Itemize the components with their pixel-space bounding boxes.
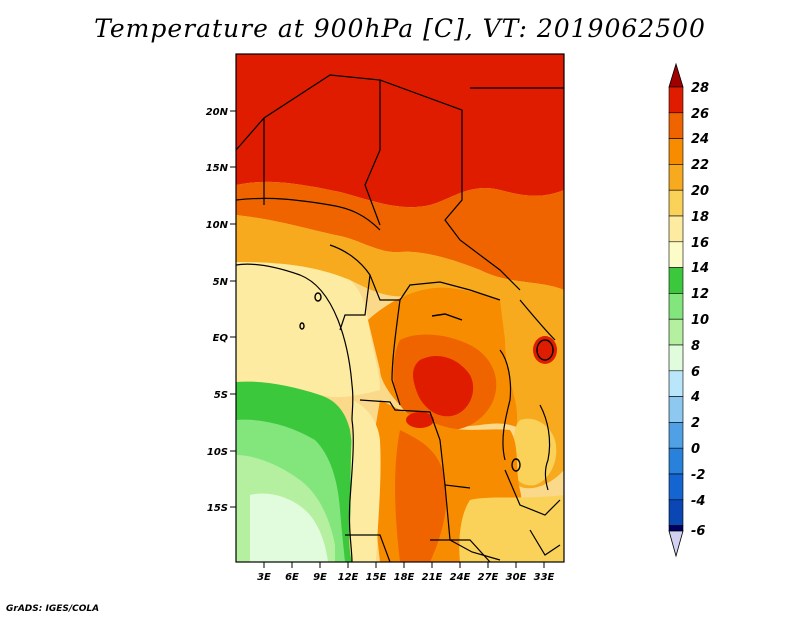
- lake-outlines: [299, 292, 554, 472]
- lat-label-20n: 20N: [206, 107, 229, 118]
- colorbar-segment: [668, 370, 684, 397]
- colorbar-label: 16: [691, 236, 709, 251]
- colorbar-label: 22: [691, 158, 709, 173]
- lat-label-eq: EQ: [213, 333, 229, 344]
- grads-credit: GrADS: IGES/COLA: [6, 604, 100, 614]
- colorbar-label: 24: [691, 132, 709, 147]
- colorbar-label: -6: [691, 524, 705, 539]
- lon-label-12e: 12E: [338, 572, 359, 583]
- colorbar-segment: [668, 344, 684, 372]
- colorbar-label: -4: [691, 494, 705, 509]
- colorbar-label: 8: [691, 339, 700, 354]
- colorbar-label: -2: [691, 468, 705, 483]
- lon-label-15e: 15E: [366, 572, 387, 583]
- colorbar-segment: [668, 112, 684, 139]
- colorbar-segment: [668, 215, 684, 243]
- lat-label-15s: 15S: [207, 503, 228, 514]
- colorbar-segment: [668, 241, 684, 268]
- colorbar-segment: [668, 525, 684, 532]
- colorbar-segment: [668, 499, 684, 526]
- coastlines-borders: [236, 74, 564, 562]
- lat-label-10n: 10N: [206, 220, 229, 231]
- lon-axis: 3E 6E 9E 12E 15E 18E 21E 24E 27E 30E 33E: [257, 562, 555, 583]
- lon-label-27e: 27E: [478, 572, 499, 583]
- colorbar-segment: [668, 473, 684, 501]
- lon-label-9e: 9E: [313, 572, 327, 583]
- colorbar-segment: [668, 318, 684, 346]
- colorbar-segment: [668, 267, 684, 294]
- map-frame: [235, 53, 565, 563]
- temperature-field: [236, 54, 564, 562]
- colorbar-segment: [668, 293, 684, 320]
- colorbar-label: 2: [691, 416, 700, 431]
- lat-axis: 20N 15N 10N 5N EQ 5S 10S 15S: [206, 107, 236, 514]
- lon-label-6e: 6E: [285, 572, 299, 583]
- colorbar-label: 18: [691, 210, 709, 225]
- colorbar-label: 0: [691, 442, 700, 457]
- map-title: Temperature at 900hPa [C], VT: 201906250…: [94, 14, 706, 43]
- colorbar-label: 28: [691, 81, 709, 96]
- lat-label-5n: 5N: [213, 277, 229, 288]
- colorbar-label: 4: [690, 390, 700, 405]
- colorbar-label: 12: [691, 287, 709, 302]
- colorbar-segment: [668, 396, 684, 423]
- colorbar-cap-bottom: [668, 530, 684, 558]
- lon-label-30e: 30E: [506, 572, 527, 583]
- colorbar-segment: [668, 86, 684, 114]
- colorbar-segment: [668, 422, 684, 449]
- lat-label-10s: 10S: [207, 447, 228, 458]
- colorbar-label: 26: [691, 107, 709, 122]
- lon-label-24e: 24E: [450, 572, 471, 583]
- colorbar-segment: [668, 189, 684, 217]
- lat-label-15n: 15N: [206, 163, 229, 174]
- colorbar-segment: [668, 447, 684, 475]
- lat-label-5s: 5S: [214, 390, 228, 401]
- colorbar-label: 14: [691, 261, 709, 276]
- colorbar-cap-top: [668, 62, 684, 88]
- lon-label-18e: 18E: [394, 572, 415, 583]
- colorbar-label: 10: [691, 313, 709, 328]
- colorbar-segment: [668, 164, 684, 191]
- lon-label-33e: 33E: [534, 572, 555, 583]
- colorbar-segment: [668, 138, 684, 165]
- colorbar-label: 6: [691, 365, 700, 380]
- colorbar: 28 26 24 22 20 18 16 14 12 10 8 6 4 2 0 …: [668, 62, 709, 558]
- colorbar-label: 20: [691, 184, 709, 199]
- lon-label-3e: 3E: [257, 572, 271, 583]
- lon-label-21e: 21E: [422, 572, 443, 583]
